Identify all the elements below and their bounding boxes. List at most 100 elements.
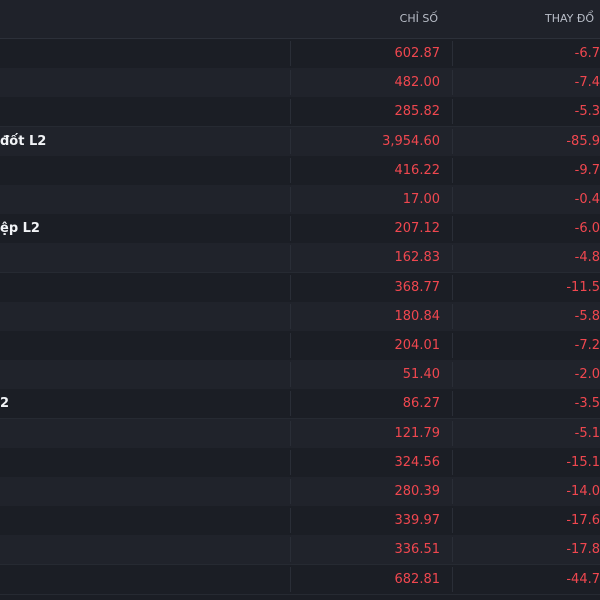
row-name: ệp L2: [0, 221, 40, 237]
row-value: 204.01: [394, 338, 441, 353]
column-divider: [290, 508, 291, 534]
column-divider: [290, 274, 291, 300]
row-change: -14.0: [566, 484, 600, 499]
row-value: 3,954.60: [382, 133, 440, 149]
column-divider: [290, 157, 291, 183]
row-value: 51.40: [402, 367, 440, 383]
row-change: -5.1: [574, 425, 600, 441]
table-row[interactable]: 339.97 -17.6: [0, 506, 600, 537]
table-row[interactable]: 280.39 -14.0: [0, 477, 600, 507]
row-change: -11.5: [566, 279, 600, 295]
row-name: đốt L2: [0, 133, 47, 149]
row-change: -17.8: [566, 542, 600, 558]
row-change: -0.4: [574, 192, 600, 207]
column-divider: [452, 333, 453, 358]
column-divider: [290, 362, 291, 388]
column-divider: [290, 216, 291, 242]
header-value[interactable]: CHỈ SỐ: [399, 12, 438, 25]
row-value: 86.27: [402, 396, 440, 412]
row-value: 324.56: [394, 454, 441, 470]
column-divider: [290, 479, 291, 504]
column-divider: [290, 187, 291, 212]
column-divider: [452, 303, 453, 329]
column-divider: [452, 566, 453, 592]
column-divider: [452, 479, 453, 504]
column-divider: [290, 245, 291, 271]
row-value: 285.82: [394, 104, 441, 120]
table-row[interactable]: ệp L2 207.12 -6.0: [0, 214, 600, 245]
row-change: -44.7: [566, 571, 600, 587]
table-row[interactable]: 416.22 -9.7: [0, 155, 600, 186]
column-divider: [290, 391, 291, 417]
table-row[interactable]: 180.84 -5.8: [0, 301, 600, 332]
row-value: 17.00: [402, 192, 440, 207]
table-header: CHỈ SỐ THAY ĐỔ: [0, 0, 600, 39]
column-divider: [290, 70, 291, 96]
table-row[interactable]: 285.82 -5.3: [0, 97, 600, 128]
table-row[interactable]: 121.79 -5.1: [0, 418, 600, 449]
table-row[interactable]: đốt L2 3,954.60 -85.9: [0, 126, 600, 157]
row-change: -6.0: [574, 221, 600, 237]
column-divider: [290, 420, 291, 446]
row-change: -6.7: [574, 46, 600, 61]
column-divider: [452, 187, 453, 212]
row-change: -2.0: [574, 367, 600, 383]
table-row[interactable]: 682.81 -44.7: [0, 564, 600, 595]
row-change: -9.7: [574, 162, 600, 178]
row-name: 2: [0, 396, 10, 412]
header-change[interactable]: THAY ĐỔ: [545, 12, 595, 25]
column-divider: [452, 70, 453, 96]
column-divider: [290, 566, 291, 592]
table-row[interactable]: 51.40 -2.0: [0, 360, 600, 391]
column-divider: [452, 449, 453, 475]
row-value: 180.84: [394, 308, 441, 324]
row-value: 682.81: [394, 571, 441, 587]
row-change: -5.3: [574, 104, 600, 120]
table-row[interactable]: 336.51 -17.8: [0, 535, 600, 566]
column-divider: [452, 128, 453, 154]
row-change: -3.5: [574, 396, 600, 412]
column-divider: [452, 391, 453, 417]
row-change: -4.8: [574, 250, 600, 266]
column-divider: [290, 303, 291, 329]
row-value: 207.12: [394, 221, 441, 237]
column-divider: [452, 537, 453, 563]
row-change: -17.6: [566, 513, 600, 529]
column-divider: [290, 99, 291, 125]
row-value: 368.77: [394, 279, 441, 295]
column-divider: [452, 420, 453, 446]
column-divider: [452, 99, 453, 125]
table-row[interactable]: 324.56 -15.1: [0, 447, 600, 478]
column-divider: [290, 333, 291, 358]
row-value: 121.79: [394, 425, 441, 441]
column-divider: [452, 508, 453, 534]
column-divider: [290, 128, 291, 154]
row-value: 602.87: [394, 46, 441, 61]
table-row[interactable]: 482.00 -7.4: [0, 68, 600, 99]
column-divider: [452, 216, 453, 242]
table-row[interactable]: 368.77 -11.5: [0, 272, 600, 303]
row-value: 416.22: [394, 162, 441, 178]
table-row[interactable]: 602.87 -6.7: [0, 39, 600, 69]
column-divider: [452, 41, 453, 66]
table-row[interactable]: 2 86.27 -3.5: [0, 389, 600, 420]
column-divider: [452, 274, 453, 300]
column-divider: [452, 245, 453, 271]
column-divider: [452, 157, 453, 183]
table-row[interactable]: 17.00 -0.4: [0, 185, 600, 215]
row-change: -7.4: [574, 75, 600, 91]
row-change: -7.2: [574, 338, 600, 353]
row-value: 336.51: [394, 542, 441, 558]
table-row[interactable]: 162.83 -4.8: [0, 243, 600, 274]
table-row[interactable]: 204.01 -7.2: [0, 331, 600, 361]
row-change: -5.8: [574, 308, 600, 324]
column-divider: [290, 449, 291, 475]
column-divider: [290, 537, 291, 563]
row-change: -85.9: [566, 133, 600, 149]
row-value: 280.39: [394, 484, 441, 499]
row-value: 482.00: [394, 75, 441, 91]
row-value: 162.83: [394, 250, 441, 266]
column-divider: [452, 362, 453, 388]
row-change: -15.1: [566, 454, 600, 470]
